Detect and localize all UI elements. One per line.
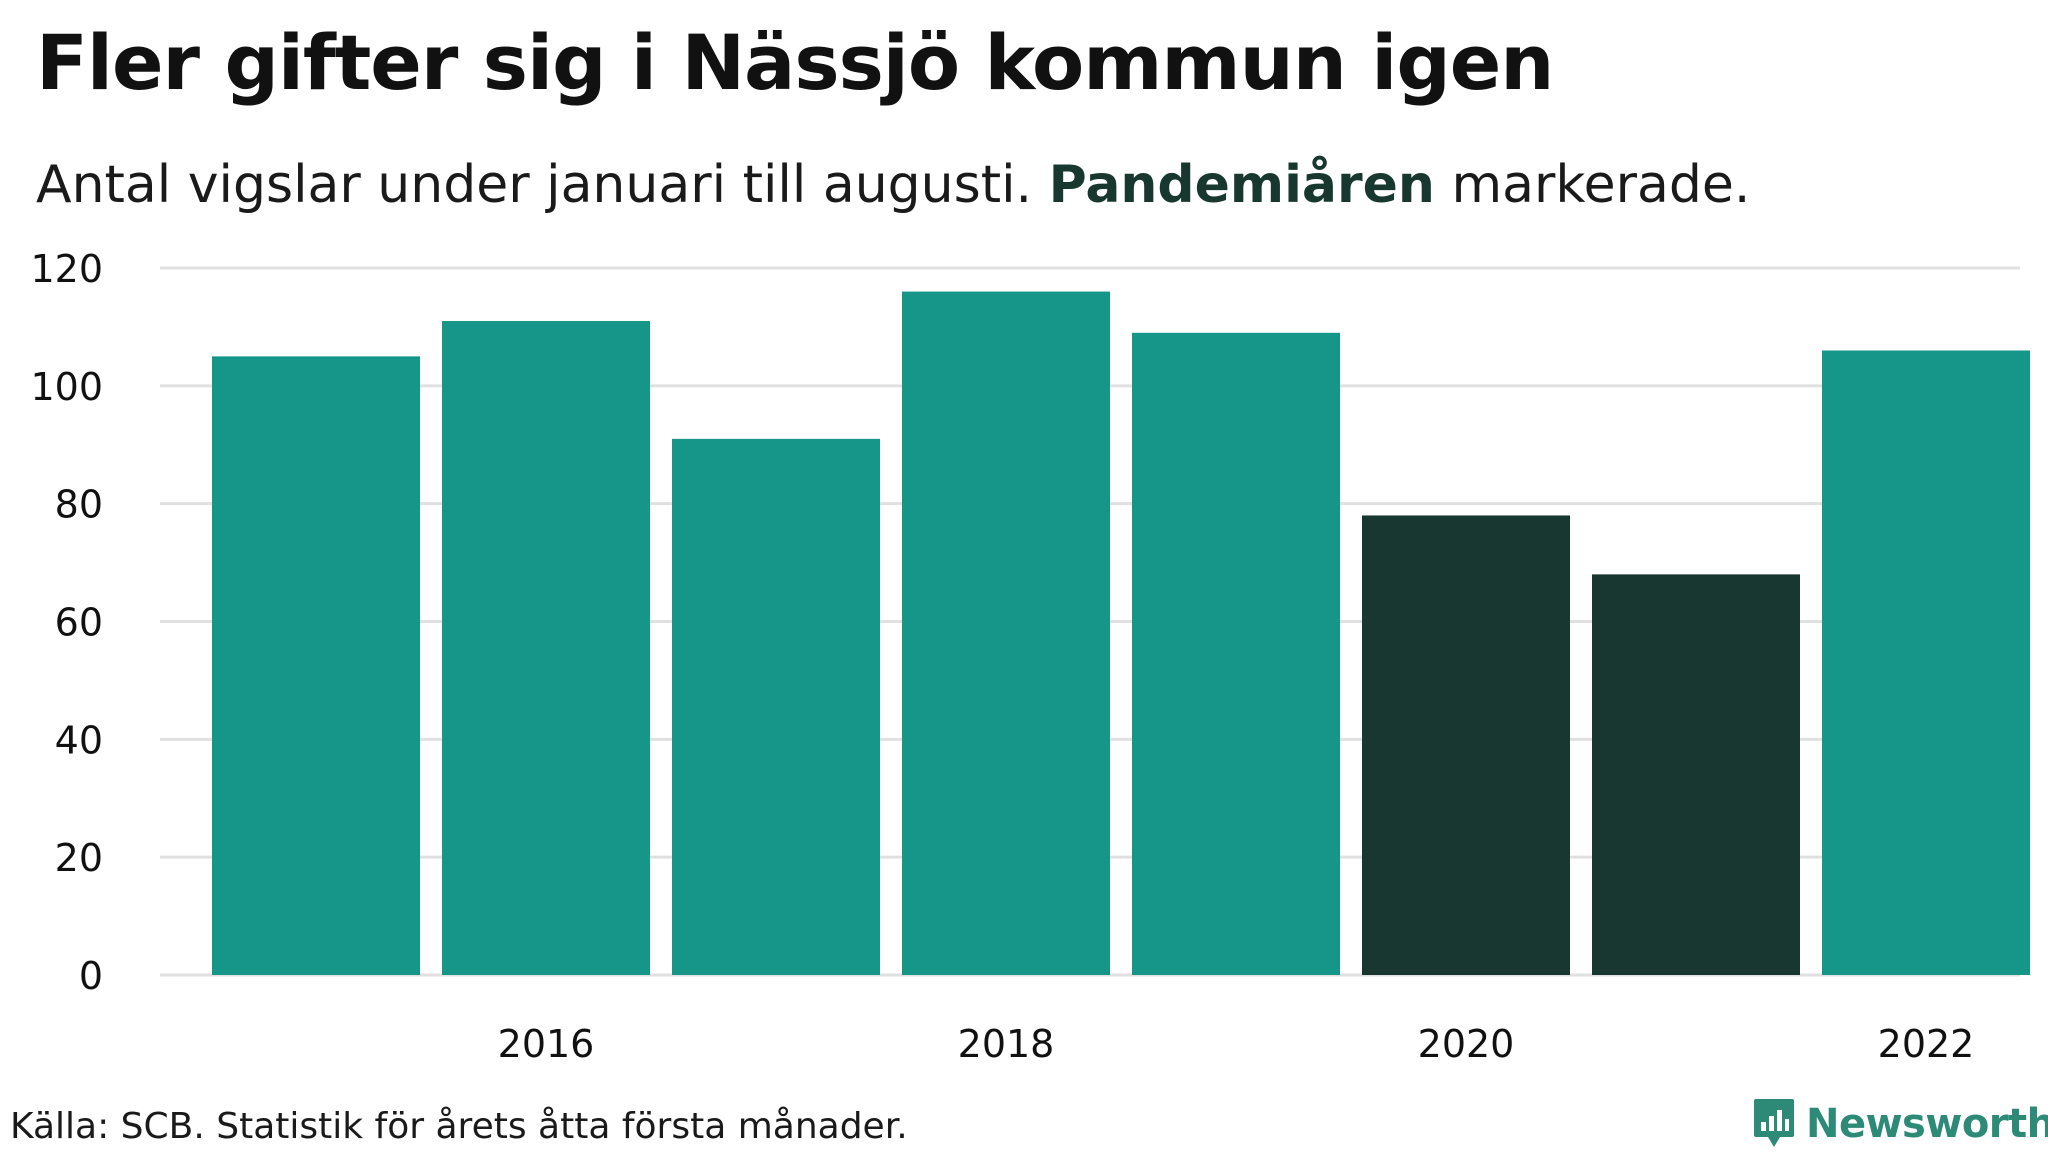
y-tick-label: 40 (55, 718, 103, 762)
y-tick-label: 80 (55, 483, 103, 527)
brand-name: Newsworthy (1806, 1101, 2048, 1147)
y-tick-label: 60 (55, 601, 103, 645)
subtitle-text-end: markerade. (1451, 155, 1751, 215)
subtitle-text: Antal vigslar under januari till augusti… (36, 155, 1033, 215)
newsworthy-brand: Newsworthy (1752, 1097, 2048, 1151)
y-tick-label: 20 (55, 836, 103, 880)
x-tick-label: 2016 (498, 1022, 595, 1060)
subtitle-highlight: Pandemiåren (1048, 155, 1435, 215)
x-tick-label: 2022 (1878, 1022, 1975, 1060)
source-caption: Källa: SCB. Statistik för årets åtta för… (10, 1106, 908, 1147)
chart-title: Fler gifter sig i Nässjö kommun igen (36, 18, 1554, 107)
y-tick-label: 0 (79, 954, 103, 998)
x-tick-label: 2018 (958, 1022, 1055, 1060)
bar-2016 (442, 321, 650, 975)
bar-chart-speech-bubble-icon (1754, 1099, 1794, 1147)
chart-subtitle: Antal vigslar under januari till augusti… (36, 155, 1750, 215)
y-tick-label: 100 (30, 365, 103, 409)
bar-2019 (1132, 332, 1340, 975)
x-tick-label: 2020 (1418, 1022, 1515, 1060)
bar-2018 (902, 291, 1110, 976)
bar-2015 (212, 356, 420, 975)
bar-2020 (1362, 515, 1570, 975)
bar-2022 (1822, 350, 2030, 975)
bar-2017 (672, 438, 880, 975)
y-tick-label: 120 (30, 247, 103, 291)
bar-chart: 0 20 40 60 80 100 120 2016 2018 2020 2022 (30, 247, 2030, 1060)
bar-2021 (1592, 574, 1800, 975)
